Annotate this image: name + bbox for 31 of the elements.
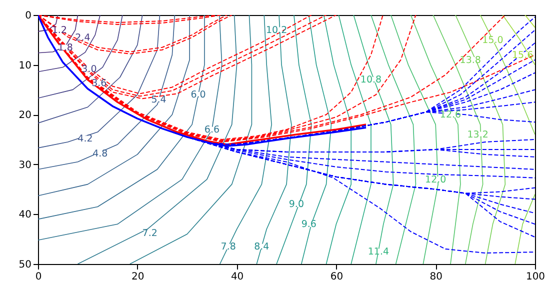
annotation: 4.8 bbox=[92, 148, 108, 160]
annotation: 9.6 bbox=[301, 219, 316, 230]
x-tick-label: 100 bbox=[526, 272, 546, 282]
annotation: 11.4 bbox=[368, 246, 390, 258]
y-tick-label: 10 bbox=[18, 60, 32, 72]
annotation: 6.0 bbox=[190, 90, 206, 101]
annotation: 12.6 bbox=[440, 110, 462, 121]
y-tick-label: 50 bbox=[18, 260, 32, 270]
annotation: 1.2 bbox=[52, 24, 67, 36]
annotation: 13.2 bbox=[467, 130, 488, 141]
annotation: 8.4 bbox=[254, 242, 270, 253]
annotation: 2.4 bbox=[75, 32, 90, 44]
annotation: 10.2 bbox=[266, 24, 288, 36]
annotation: 15.0 bbox=[482, 34, 504, 46]
annotation: 10.8 bbox=[360, 74, 382, 86]
y-tick-label: 20 bbox=[18, 110, 32, 122]
annotation: 7.8 bbox=[220, 242, 236, 253]
annotation: 5.4 bbox=[151, 94, 166, 106]
x-tick-label: 40 bbox=[230, 272, 244, 282]
y-tick-label: 30 bbox=[18, 160, 32, 171]
x-tick-label: 0 bbox=[35, 272, 42, 282]
annotation: 4.2 bbox=[78, 134, 93, 145]
x-tick-label: 80 bbox=[430, 272, 442, 282]
x-tick-label: 20 bbox=[132, 272, 144, 282]
annotation: 9.0 bbox=[288, 199, 304, 210]
annotation: 13.8 bbox=[460, 54, 481, 66]
y-tick-label: 0 bbox=[25, 10, 32, 22]
x-tick-label: 60 bbox=[330, 272, 344, 282]
y-tick-label: 40 bbox=[18, 210, 32, 221]
annotation: 7.2 bbox=[142, 228, 158, 240]
annotation: 12.0 bbox=[425, 174, 446, 186]
